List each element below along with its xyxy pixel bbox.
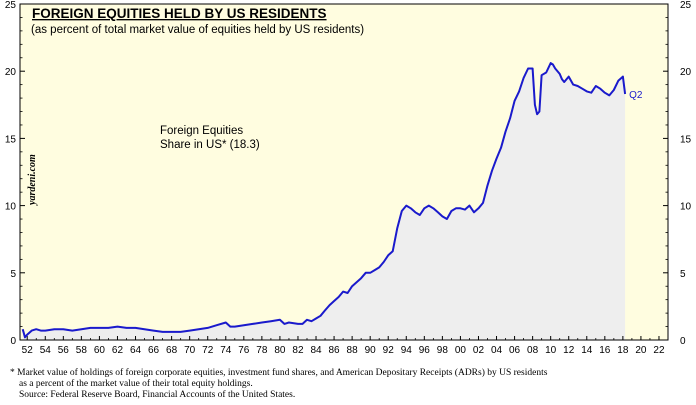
x-tick-label: 04 (491, 345, 503, 356)
x-tick-label: 56 (58, 345, 70, 356)
x-tick-label: 70 (184, 345, 196, 356)
x-tick-label: 94 (401, 345, 413, 356)
x-tick-label: 64 (130, 345, 142, 356)
y-tick-label-left: 25 (5, 0, 17, 11)
x-tick-label: 58 (76, 345, 88, 356)
x-tick-label: 00 (455, 345, 467, 356)
x-tick-label: 78 (256, 345, 268, 356)
x-tick-label: 60 (94, 345, 106, 356)
x-tick-label: 74 (220, 345, 232, 356)
x-tick-label: 06 (509, 345, 521, 356)
annotation-line-1: Foreign Equities (160, 125, 243, 137)
y-tick-label-left: 0 (10, 336, 16, 347)
x-tick-label: 88 (347, 345, 359, 356)
x-tick-label: 66 (148, 345, 160, 356)
x-tick-label: 72 (202, 345, 214, 356)
chart-title: FOREIGN EQUITIES HELD BY US RESIDENTS (32, 6, 327, 21)
series-area-fill (22, 63, 626, 340)
x-tick-label: 92 (383, 345, 395, 356)
x-tick-label: 20 (635, 345, 647, 356)
x-tick-label: 68 (166, 345, 178, 356)
x-tick-label: 16 (599, 345, 611, 356)
x-tick-label: 96 (419, 345, 431, 356)
x-tick-label: 22 (653, 345, 665, 356)
y-tick-label-left: 15 (5, 134, 17, 145)
y-tick-label-right: 15 (680, 134, 692, 145)
plot-frame (19, 3, 669, 341)
chart-subtitle: (as percent of total market value of equ… (31, 24, 364, 36)
x-tick-label: 90 (365, 345, 377, 356)
y-tick-label-right: 20 (680, 67, 692, 78)
x-tick-label: 18 (617, 345, 629, 356)
x-tick-label: 52 (22, 345, 34, 356)
annotation-line-2: Share in US* (18.3) (160, 139, 260, 151)
x-tick-label: 54 (40, 345, 52, 356)
y-tick-label-right: 10 (680, 202, 692, 213)
x-tick-label: 62 (112, 345, 124, 356)
x-tick-label: 76 (238, 345, 250, 356)
x-tick-label: 08 (527, 345, 539, 356)
x-tick-label: 12 (563, 345, 575, 356)
watermark: yardeni.com (27, 154, 38, 206)
x-tick-label: 82 (292, 345, 304, 356)
y-tick-label-right: 5 (680, 269, 686, 280)
footnote-line-3: Source: Federal Reserve Board, Financial… (19, 390, 296, 400)
x-tick-label: 86 (329, 345, 341, 356)
x-tick-label: 84 (310, 345, 322, 356)
x-tick-label: 98 (437, 345, 449, 356)
x-tick-label: 02 (473, 345, 485, 356)
x-tick-label: 14 (581, 345, 593, 356)
footnote-line-2: as a percent of the market value of thei… (19, 379, 253, 389)
y-tick-label-left: 10 (5, 202, 17, 213)
x-tick-label: 10 (545, 345, 557, 356)
footnote-line-1: * Market value of holdings of foreign co… (10, 368, 548, 378)
y-tick-label-left: 5 (10, 269, 16, 280)
x-tick-label: 80 (274, 345, 286, 356)
y-tick-label-right: 0 (680, 336, 686, 347)
y-tick-label-right: 25 (680, 0, 692, 11)
y-tick-label-left: 20 (5, 67, 17, 78)
series-line (21, 62, 627, 339)
end-label: Q2 (629, 90, 643, 101)
